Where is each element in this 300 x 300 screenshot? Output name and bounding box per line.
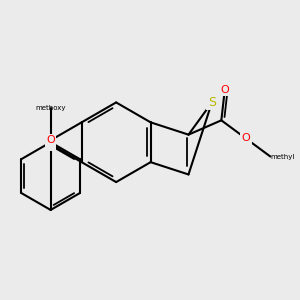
Text: methoxy: methoxy (35, 105, 66, 111)
Text: methyl: methyl (270, 154, 295, 160)
Text: O: O (46, 135, 55, 145)
Text: O: O (46, 139, 55, 149)
Text: S: S (208, 96, 216, 109)
Text: O: O (220, 85, 229, 95)
Text: O: O (242, 134, 250, 143)
